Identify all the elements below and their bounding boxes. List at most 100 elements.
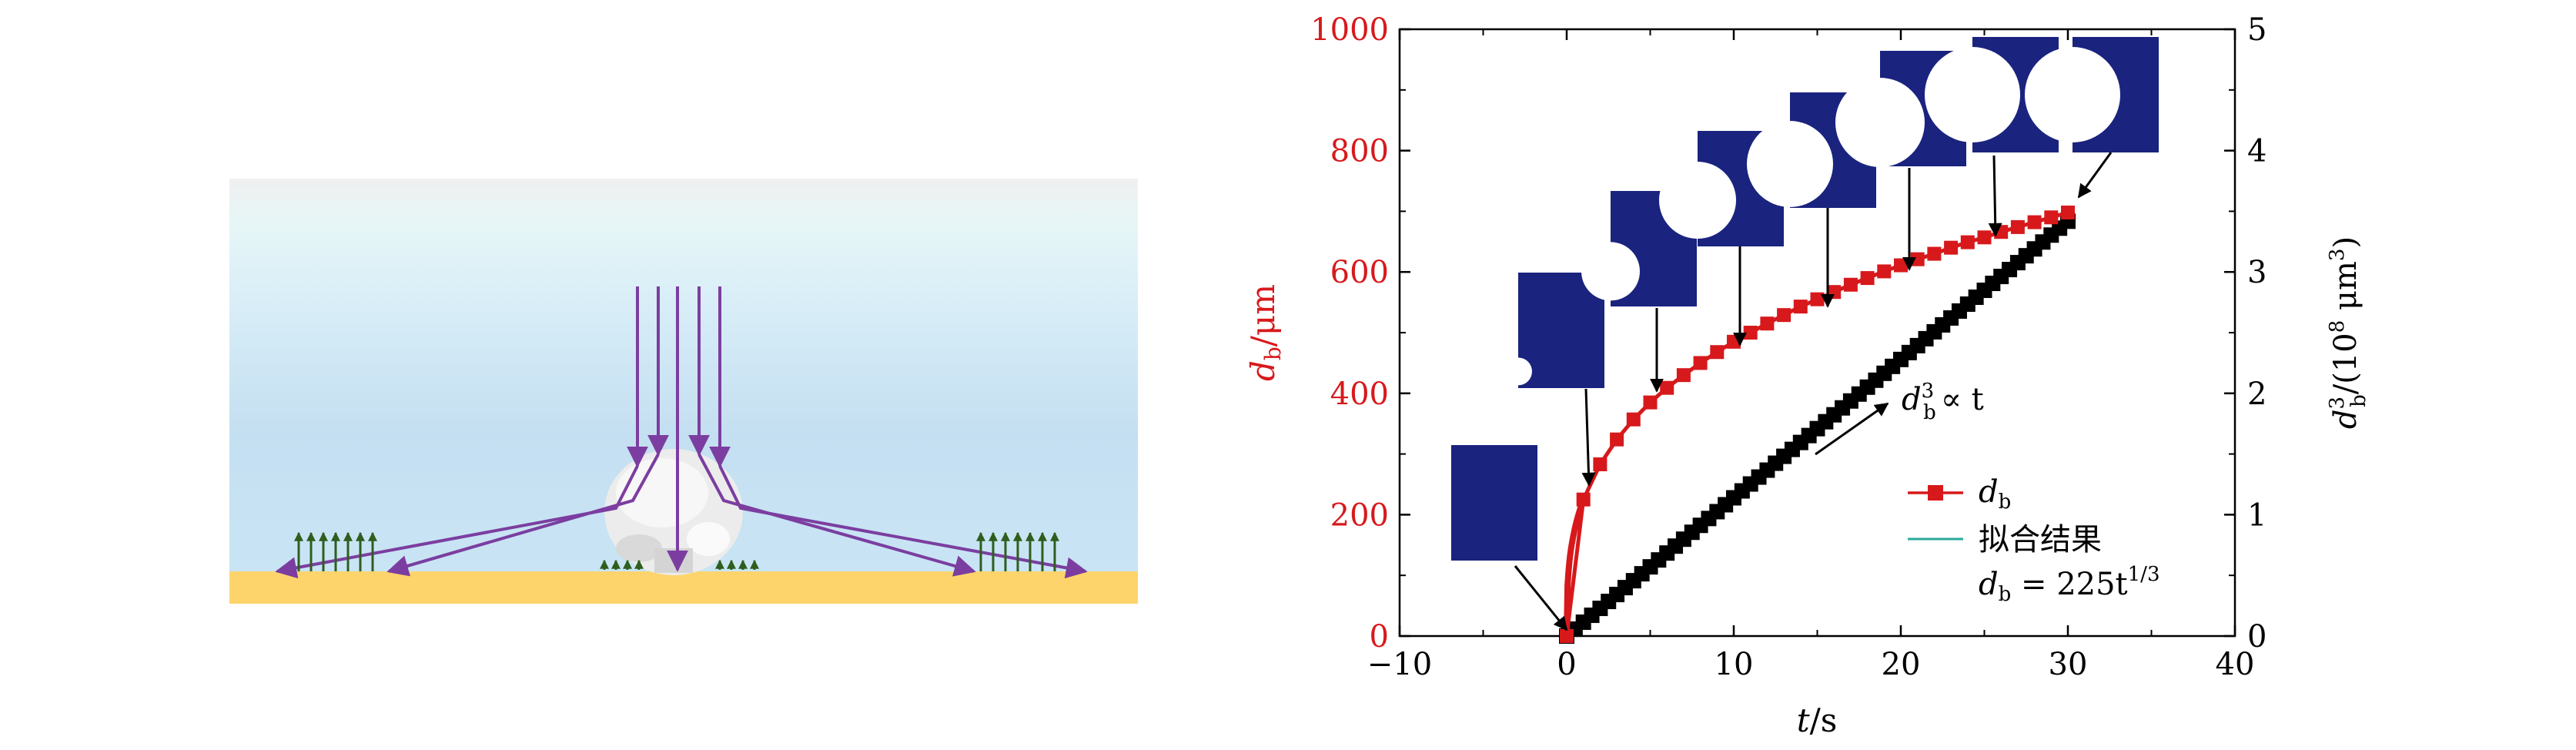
db-point (1777, 308, 1791, 323)
db-point (1977, 230, 1992, 245)
x-axis-label: t/s (1797, 701, 1838, 739)
legend-db-marker (1928, 485, 1943, 501)
y2-tick-label: 2 (2247, 377, 2267, 412)
db3-point (1935, 316, 1951, 333)
db3-point (1634, 566, 1650, 582)
db3-point (2052, 220, 2068, 236)
green-arrows (294, 531, 1059, 571)
x-tick-label: 0 (1557, 647, 1576, 682)
db-point (1676, 368, 1691, 383)
db-line-early (1564, 498, 1587, 637)
x-tick-label: 40 (2216, 647, 2255, 682)
db3-point (1835, 400, 1851, 416)
y2-tick-label: 1 (2247, 497, 2267, 533)
db-point (1960, 235, 1975, 249)
db3-point (2002, 262, 2018, 278)
x-tick-label: 10 (1715, 647, 1754, 682)
db-point (2044, 210, 2059, 225)
inflow-arrows (275, 286, 1088, 579)
db-point (1576, 492, 1591, 507)
db-point (1860, 271, 1875, 286)
y2-tick-label: 0 (2247, 619, 2267, 655)
y-tick-label: 600 (1330, 255, 1389, 290)
y-tick-label: 800 (1330, 134, 1389, 169)
y-axis-label: db/μm (1244, 284, 1286, 381)
db-point (1660, 380, 1674, 395)
db3-point (1885, 358, 1901, 374)
legend-db-label: db (1979, 474, 2011, 514)
bubble-frame (1451, 445, 1537, 561)
db-point (1593, 457, 1607, 471)
db3-point (2018, 248, 2034, 264)
db3-point (1668, 538, 1684, 554)
db-point (1843, 277, 1858, 292)
y-tick-label: 400 (1330, 377, 1389, 412)
db3-point (1701, 511, 1717, 527)
db-point (1877, 264, 1892, 279)
db-point (1927, 246, 1942, 261)
x-tick-label: −10 (1367, 647, 1432, 682)
bubble-frame (2025, 37, 2159, 152)
db-point (1810, 292, 1825, 306)
legend-fit-equation: db = 225t1/3 (1979, 563, 2159, 606)
db3-point (1601, 594, 1617, 610)
y2-tick-label: 5 (2247, 12, 2267, 48)
legend: db 拟合结果 db = 225t1/3 (1908, 474, 2159, 606)
db3-point (1801, 427, 1817, 444)
db-point (1560, 629, 1574, 643)
db-point (1693, 356, 1708, 370)
frame-pointer-arrow (1581, 388, 1596, 487)
pointer-arrows (1514, 152, 2113, 631)
x-tick-label: 20 (1882, 647, 1921, 682)
y2-axis-label: d3b/(108 μm3) (2326, 236, 2370, 429)
db-point (1743, 326, 1758, 340)
y2-tick-label: 4 (2247, 134, 2267, 169)
db-point (1894, 258, 1908, 273)
db3-point (1784, 441, 1800, 457)
db3-point (1734, 483, 1750, 499)
db3-point (1851, 386, 1867, 402)
db-point (1944, 240, 1959, 255)
db-point (1643, 395, 1658, 410)
db3-point (1584, 608, 1600, 624)
bubble-frames (1451, 37, 2159, 561)
x-tick-label: 30 (2049, 647, 2088, 682)
db3-point (1768, 455, 1784, 471)
db-point (1910, 252, 1925, 266)
db-point (1626, 412, 1641, 427)
y2-tick-label: 3 (2247, 255, 2267, 290)
db3-point (1918, 330, 1934, 347)
bubble-schematic (229, 179, 1138, 604)
frame-pointer-arrow (1514, 565, 1568, 631)
trend-arrow (1815, 402, 1889, 456)
db-markers (1560, 205, 2075, 643)
frame-pointer-arrow (1988, 155, 2002, 237)
db3-point (1617, 580, 1633, 596)
db-point (1610, 432, 1624, 447)
db3-point (1951, 303, 1967, 319)
y-tick-label: 0 (1370, 619, 1389, 655)
db-point (2027, 215, 2042, 229)
db3-point (1651, 552, 1667, 568)
db3-point (1818, 414, 1834, 430)
db3-point (1901, 344, 1917, 360)
heater-substrate (229, 571, 1138, 604)
db-point (1827, 285, 1842, 300)
db-point (2061, 205, 2075, 219)
db-point (1727, 334, 1741, 349)
db-point (1760, 316, 1775, 331)
db3-point (1684, 524, 1700, 541)
db-point (1710, 345, 1725, 360)
db3-point (1968, 289, 1984, 305)
db-point (1793, 300, 1808, 314)
db3-point (1985, 276, 2001, 292)
y-tick-label: 1000 (1310, 12, 1389, 48)
db3-point (1868, 372, 1884, 388)
y-tick-label: 200 (1330, 497, 1389, 533)
db3-point (2035, 234, 2051, 250)
frame-pointer-arrow (2077, 152, 2113, 199)
bubble-frame (1925, 37, 2059, 152)
